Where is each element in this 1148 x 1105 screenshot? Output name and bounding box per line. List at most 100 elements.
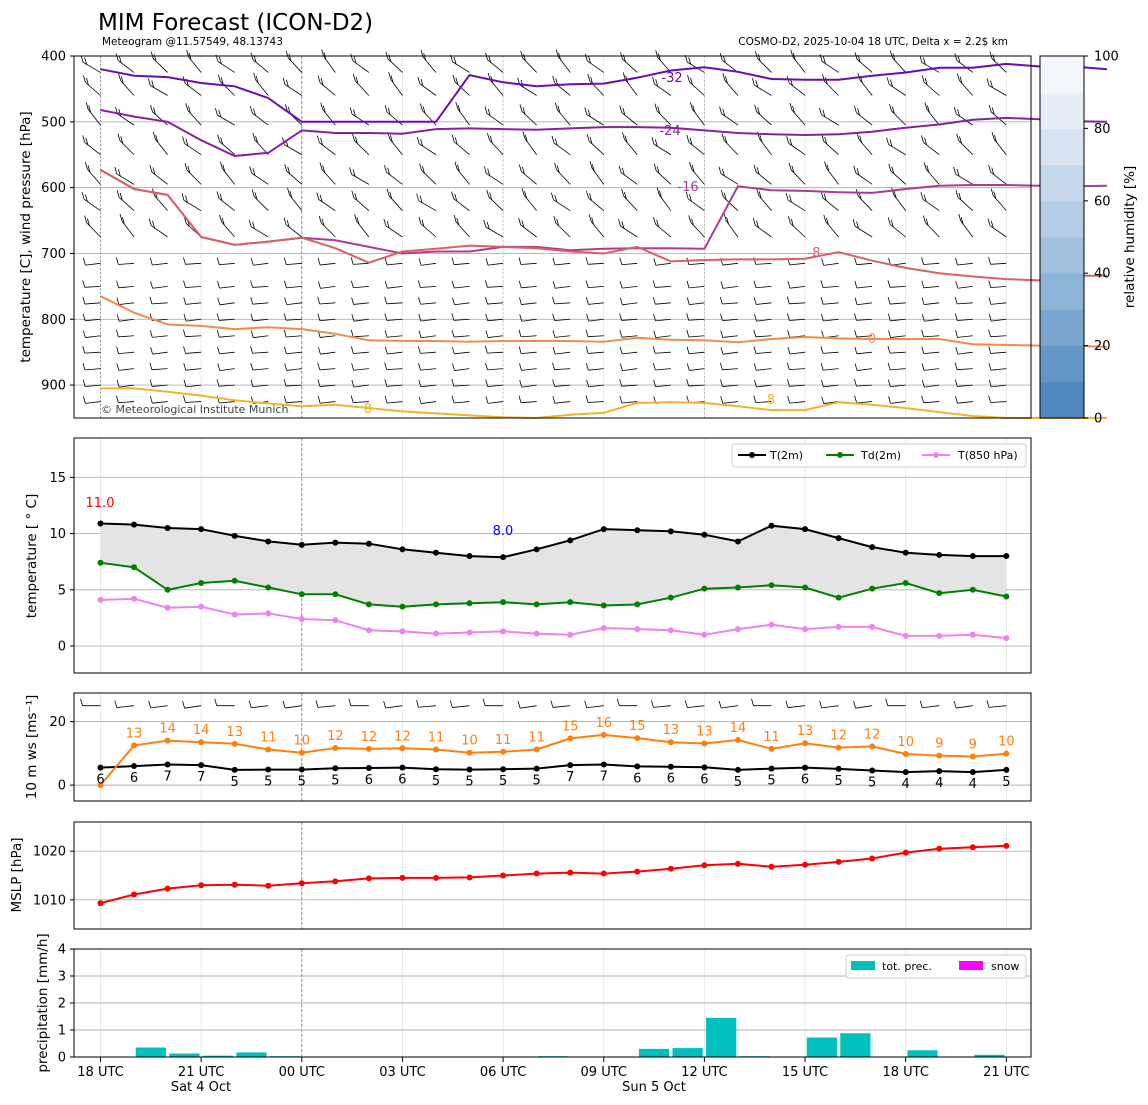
wind-barb-flag [921, 314, 925, 322]
wind-barb-flag [886, 137, 889, 145]
wind-barb-flag [452, 363, 455, 371]
wind-barb-flag [216, 313, 220, 321]
wind-barb [555, 222, 571, 238]
wind-barb [722, 384, 738, 387]
wind-barb [957, 285, 973, 289]
mean-wind-label: 6 [801, 773, 809, 788]
t2m-point [500, 554, 507, 561]
wind-barb-flag [591, 164, 595, 172]
wind-barb-flag [925, 218, 929, 226]
wind-barb-flag [755, 80, 759, 88]
wind-barb-flag [822, 109, 826, 117]
wind-barb-flag [483, 166, 487, 174]
wind-barb [588, 318, 604, 322]
legend-td2m: Td(2m) [860, 449, 901, 462]
precip-bar [706, 1017, 737, 1057]
td2m-point [969, 586, 976, 593]
td2m-point [231, 577, 238, 584]
wind-barb-flag [283, 378, 287, 387]
td2m-point [164, 586, 171, 593]
wind-barb-flag [790, 218, 794, 227]
wind-barb-flag [689, 161, 692, 170]
mean-wind-label: 5 [465, 775, 473, 790]
colorbar-tick-label: 0 [1094, 412, 1102, 427]
wind-barb [756, 111, 772, 126]
wind-barb-flag [854, 297, 858, 305]
wind-barb [888, 144, 906, 156]
wind-barb [387, 58, 403, 73]
t2m-point [768, 522, 775, 529]
t850-point [1003, 635, 1010, 642]
t850-point [265, 610, 272, 617]
wind-barb [152, 384, 168, 387]
wind-barb-flag [87, 218, 90, 226]
wind-barb [957, 302, 973, 305]
wind-barb [555, 351, 571, 355]
wind-barb-flag [892, 106, 895, 114]
wind-y-label: 10 m ws [ms⁻¹] [24, 695, 40, 800]
wind-barb-flag [921, 329, 924, 338]
mslp-point [667, 865, 674, 872]
mean-wind-label: 5 [499, 774, 507, 789]
colorbar-tick-label: 60 [1094, 194, 1111, 209]
wind-barb [421, 335, 437, 339]
wind-barb [320, 401, 336, 404]
wind-barb-flag [987, 218, 991, 226]
wind-barb-flag [284, 297, 288, 305]
wind-barb-flag [451, 257, 455, 265]
wind-barb [388, 195, 403, 211]
wind-barb [354, 140, 370, 156]
wind-barb [822, 285, 839, 288]
gust-label: 10 [461, 734, 478, 749]
wind-barb-flag [356, 217, 360, 225]
mslp-point [567, 869, 574, 876]
t850-point [936, 632, 943, 639]
wind-barb-flag [283, 217, 287, 225]
wind-barb-flag [518, 217, 522, 226]
isotherm-label: 8 [767, 393, 775, 408]
gust-wind-point [701, 740, 708, 747]
wind-barb-flag [483, 219, 487, 228]
wind-barb-flag [652, 297, 656, 305]
wind-barb [823, 384, 839, 388]
wind-barb-flag [754, 104, 758, 112]
wind-barb-flag [390, 75, 394, 83]
wind-barb-flag [82, 258, 86, 266]
wind-barb [252, 384, 269, 388]
wind-barb [655, 335, 671, 339]
wind-barb-flag [553, 215, 557, 224]
wind-barb-flag [524, 191, 527, 199]
wind-barb-flag [789, 138, 793, 146]
wind-barb-flag [685, 191, 689, 200]
wind-barb-flag [787, 313, 790, 321]
wind-barb-flag [155, 135, 159, 143]
wind-barb [151, 171, 168, 185]
wind-barb [888, 83, 906, 96]
wind-barb-flag [317, 296, 321, 305]
wind-barb-flag [82, 379, 86, 387]
wind-barb-flag [152, 167, 156, 175]
wind-barb [722, 351, 739, 355]
wind-barb-flag [183, 313, 187, 322]
wind-barb-flag [955, 257, 958, 266]
wind-barb [521, 384, 537, 388]
wind-barb-flag [652, 76, 655, 85]
wind-barb [554, 401, 571, 404]
wind-barb-flag [217, 134, 220, 142]
wind-barb-flag [791, 165, 795, 173]
wind-barb-flag [455, 77, 459, 85]
wind-barb-flag [552, 281, 556, 289]
wind-barb-flag [826, 164, 830, 172]
wind-barb [353, 351, 369, 354]
wind-barb-flag [756, 167, 760, 175]
day-label-sat: Sat 4 Oct [171, 1080, 231, 1095]
y-tick-label: 800 [41, 313, 66, 328]
wind-barb-flag [287, 187, 290, 196]
wind-barb-flag [149, 396, 153, 404]
t2m-point [600, 526, 607, 533]
wind-barb [520, 705, 537, 709]
wind-barb [217, 114, 235, 126]
wind-barb [988, 705, 1007, 708]
colorbar-band [1040, 164, 1084, 202]
wind-barb-flag [988, 363, 992, 371]
